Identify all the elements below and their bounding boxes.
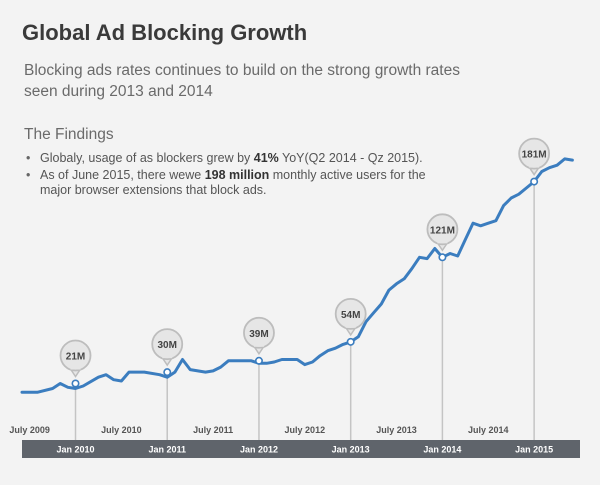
callout-joint (437, 239, 448, 244)
finding-item: Globaly, usage of as blockers grew by 41… (26, 151, 446, 166)
callout-bubble (334, 297, 367, 330)
x-tick-label: July 2013 (376, 425, 417, 435)
data-label: 39M (249, 329, 268, 340)
callout: 39M (243, 316, 275, 365)
x-tick-label: Jan 2014 (423, 445, 461, 455)
callout-joint (162, 354, 173, 359)
callout-bubble (151, 328, 184, 361)
callout: 121M (426, 213, 459, 262)
callouts: 21M 30M 39M 54M 121M 181M (59, 137, 551, 388)
callout: 21M (59, 339, 92, 388)
data-label: 181M (522, 150, 547, 161)
callout-joint (70, 365, 81, 370)
finding-text: As of June 2015, there wewe (40, 168, 205, 182)
x-tick-label: July 2010 (101, 425, 142, 435)
finding-item: As of June 2015, there wewe 198 million … (26, 168, 446, 198)
callout-bubble (518, 137, 551, 170)
callout: 54M (334, 297, 367, 346)
findings-list: Globaly, usage of as blockers grew by 41… (26, 151, 446, 200)
x-tick-label: July 2009 (9, 425, 50, 435)
finding-text: YoY(Q2 2014 - Qz 2015). (278, 151, 423, 165)
callout-joint (345, 323, 356, 328)
data-label: 54M (341, 310, 360, 321)
finding-text: monthly active users for the major brows… (40, 168, 426, 197)
data-point-marker (346, 337, 355, 346)
callout-bubble (243, 316, 275, 349)
x-tick-label: July 2012 (285, 425, 326, 435)
callout: 181M (518, 137, 551, 186)
data-point-marker (530, 177, 539, 186)
callout-bubble (426, 213, 459, 246)
x-axis-band-rect (22, 440, 580, 458)
callout: 30M (151, 328, 184, 377)
x-tick-label: Jan 2011 (148, 445, 186, 455)
series-line (20, 157, 574, 394)
data-point-marker (254, 356, 263, 365)
data-point-marker (71, 379, 80, 388)
finding-text: Globaly, usage of as blockers grew by (40, 151, 254, 165)
x-axis-upper-labels: July 2009 July 2010 July 2011 July 2012 July… (9, 425, 508, 435)
data-label: 121M (430, 225, 455, 236)
chart-title: Global Ad Blocking Growth (22, 20, 308, 45)
x-tick-label: Jan 2012 (240, 445, 278, 455)
findings-heading: The Findings (24, 126, 114, 143)
callout-joint (529, 163, 540, 168)
x-tick-label: July 2014 (468, 425, 509, 435)
finding-highlight: 198 million (204, 168, 270, 182)
callout-drop-lines (74, 181, 535, 440)
x-axis-lower-labels: Jan 2010 Jan 2011 Jan 2012 Jan 2013 Jan 2014… (56, 445, 553, 455)
data-label: 30M (158, 340, 177, 351)
x-tick-label: July 2011 (193, 425, 233, 435)
x-tick-label: Jan 2013 (332, 445, 370, 455)
callout-joint (253, 342, 264, 347)
x-tick-label: Jan 2015 (515, 445, 553, 455)
series-line-group (20, 157, 574, 394)
finding-highlight: 41% (253, 151, 279, 165)
x-tick-label: Jan 2010 (56, 445, 94, 455)
data-point-marker (438, 253, 447, 262)
data-point-marker (163, 368, 172, 377)
data-label: 21M (66, 352, 85, 363)
x-axis-band (22, 440, 580, 458)
callout-bubble (59, 339, 92, 372)
chart-subtitle: Blocking ads rates continues to build on… (24, 62, 460, 100)
